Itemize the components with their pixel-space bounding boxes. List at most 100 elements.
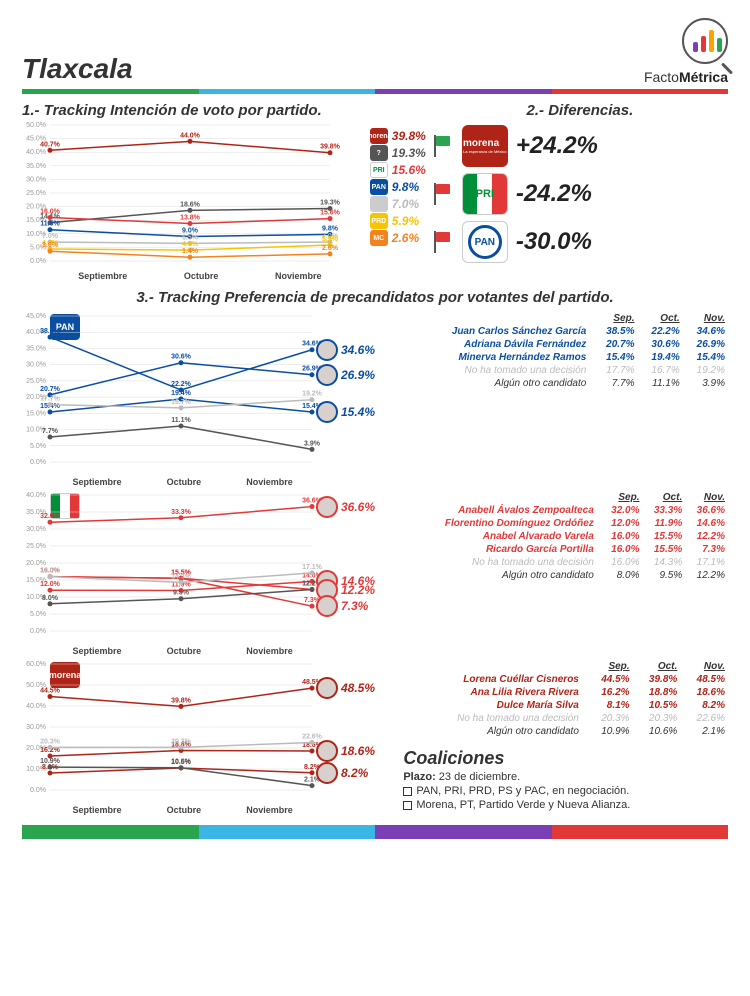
table-cell: 30.6% (638, 338, 683, 351)
candidate-name: Algún otro candidato (403, 569, 599, 582)
candidate-name: Minerva Hernández Ramos (403, 351, 592, 364)
svg-text:40.0%: 40.0% (26, 492, 46, 499)
table-cell: 48.5% (680, 673, 728, 686)
table-cell: 8.1% (585, 699, 633, 712)
svg-text:25.0%: 25.0% (26, 190, 46, 197)
svg-text:0.0%: 0.0% (30, 628, 46, 635)
coalitions: Coaliciones Plazo: 23 de diciembre. PAN,… (403, 748, 728, 811)
svg-text:20.7%: 20.7% (40, 386, 61, 393)
svg-text:40.0%: 40.0% (26, 149, 46, 156)
table-cell: 10.6% (633, 725, 681, 738)
table-cell: 15.4% (592, 351, 637, 364)
candidate-name: Florentino Domínguez Ordóñez (403, 517, 599, 530)
diff-row: PAN -30.0% (432, 221, 728, 263)
table-cell: 8.2% (680, 699, 728, 712)
svg-text:11.1%: 11.1% (171, 417, 191, 424)
svg-text:0.0%: 0.0% (30, 459, 46, 466)
table-cell: 19.4% (638, 351, 683, 364)
candidate-name: Anabell Ávalos Zempoalteca (403, 504, 599, 517)
candidate-name: Lorena Cuéllar Cisneros (403, 673, 585, 686)
diffs-list: morenaLa esperanza de México +24.2% PRI … (432, 125, 728, 263)
candidate-name: Adriana Dávila Fernández (403, 338, 592, 351)
svg-text:25.0%: 25.0% (26, 543, 46, 550)
flag-icon (432, 183, 454, 205)
diff-value: -30.0% (516, 228, 592, 256)
x-axis-label: Noviembre (246, 477, 293, 487)
svg-text:38.5%: 38.5% (40, 328, 61, 335)
table-cell: 11.9% (643, 517, 686, 530)
diff-row: morenaLa esperanza de México +24.2% (432, 125, 728, 167)
section-2: 2.- Diferencias. morenaLa esperanza de M… (432, 94, 728, 281)
svg-text:50.0%: 50.0% (26, 122, 46, 129)
svg-text:35.0%: 35.0% (26, 163, 46, 170)
series-end-label: 8.2% (341, 766, 368, 780)
svg-text:3.9%: 3.9% (304, 440, 321, 447)
table-cell: 16.7% (638, 364, 683, 377)
table-cell: 18.6% (680, 686, 728, 699)
svg-text:30.0%: 30.0% (26, 362, 46, 369)
table-header: Sep. (592, 312, 637, 325)
svg-text:2.6%: 2.6% (322, 245, 339, 252)
svg-text:35.0%: 35.0% (26, 345, 46, 352)
table-cell: 10.9% (585, 725, 633, 738)
series-end-label: 7.3% (341, 599, 368, 613)
page-title: Tlaxcala (22, 53, 133, 85)
svg-text:40.7%: 40.7% (40, 141, 61, 148)
chart-1: 0.0%5.0%10.0%15.0%20.0%25.0%30.0%35.0%40… (22, 121, 422, 281)
diff-value: -24.2% (516, 180, 592, 208)
row-1: 1.- Tracking Intención de voto por parti… (22, 94, 728, 281)
x-axis-label: Septiembre (73, 646, 122, 656)
svg-text:19.4%: 19.4% (171, 390, 192, 397)
series-end-label: 26.9% (341, 368, 375, 382)
brand-logo: FactoMétrica (644, 18, 728, 85)
coalition-item: PAN, PRI, PRD, PS y PAC, en negociación. (403, 785, 728, 797)
section-1-title: 1.- Tracking Intención de voto por parti… (22, 102, 422, 119)
svg-text:39.8%: 39.8% (171, 697, 192, 704)
svg-text:20.3%: 20.3% (171, 738, 192, 745)
sec3-block: 0.0%5.0%10.0%15.0%20.0%25.0%30.0%35.0%40… (22, 491, 728, 656)
svg-text:30.0%: 30.0% (26, 526, 46, 533)
section-2-title: 2.- Diferencias. (432, 102, 728, 119)
table-cell: 26.9% (683, 338, 728, 351)
table-cell: 20.3% (585, 712, 633, 725)
table-cell: 15.4% (683, 351, 728, 364)
table-cell: 14.3% (643, 556, 686, 569)
candidate-avatar-icon (316, 595, 338, 617)
candidate-name: No ha tomado una decisión (403, 364, 592, 377)
legend-item: PRD5.9% (370, 213, 426, 229)
svg-text:0.0%: 0.0% (30, 258, 46, 265)
svg-text:44.5%: 44.5% (40, 688, 61, 695)
table-cell: 15.5% (643, 530, 686, 543)
table-cell: 44.5% (585, 673, 633, 686)
svg-text:25.0%: 25.0% (26, 378, 46, 385)
series-end-label: 36.6% (341, 500, 375, 514)
table-cell: 17.7% (592, 364, 637, 377)
candidate-name: Ana Lilia Rivera Rivera (403, 686, 585, 699)
table-cell: 15.5% (643, 543, 686, 556)
x-axis-label: Noviembre (246, 805, 293, 815)
brand-name: FactoMétrica (644, 69, 728, 85)
table-cell: 16.0% (600, 556, 643, 569)
table-cell: 3.9% (683, 377, 728, 390)
svg-text:60.0%: 60.0% (26, 661, 46, 668)
series-end-label: 48.5% (341, 681, 375, 695)
header: Tlaxcala FactoMétrica (22, 18, 728, 85)
x-axis-label: Noviembre (275, 271, 322, 281)
svg-text:40.0%: 40.0% (26, 703, 46, 710)
table-cell: 10.5% (633, 699, 681, 712)
svg-text:33.3%: 33.3% (171, 509, 192, 516)
table-header: Oct. (638, 312, 683, 325)
legend-item: 7.0% (370, 196, 426, 212)
x-axis-label: Noviembre (246, 646, 293, 656)
table-header: Sep. (585, 660, 633, 673)
table-cell: 12.0% (600, 517, 643, 530)
sec3-table: Sep.Oct.Nov.Anabell Ávalos Zempoalteca32… (403, 491, 728, 656)
x-axis-label: Septiembre (73, 805, 122, 815)
chart-1-legend: morena39.8%?19.3%PRI15.6%PAN9.8%7.0%PRD5… (370, 127, 426, 247)
table-cell: 12.2% (685, 530, 728, 543)
candidate-avatar-icon (316, 740, 338, 762)
svg-text:30.6%: 30.6% (171, 354, 192, 361)
table-cell: 16.2% (585, 686, 633, 699)
table-header: Oct. (633, 660, 681, 673)
candidate-avatar-icon (316, 496, 338, 518)
